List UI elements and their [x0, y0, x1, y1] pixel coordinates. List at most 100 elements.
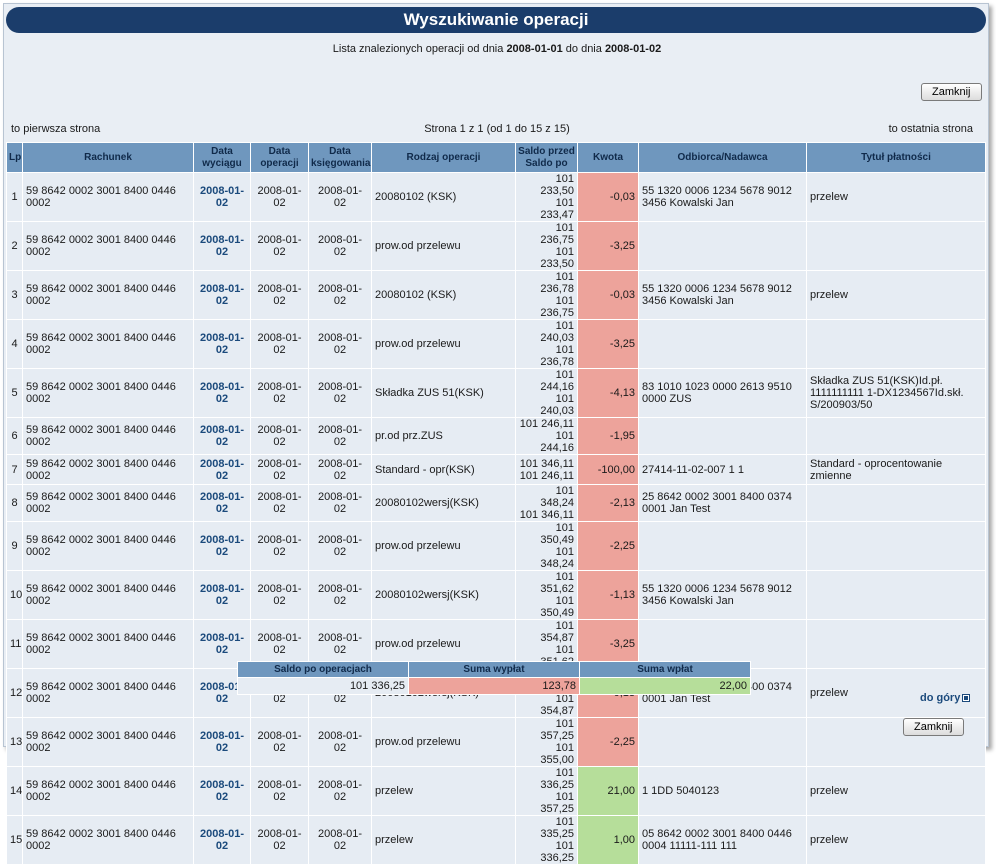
row-statement-date-link[interactable]: 2008-01-02	[193, 417, 251, 455]
table-row: 2 59 8642 0002 3001 8400 0446 0002 2008-01…	[6, 221, 986, 271]
close-button-top[interactable]: Zamknij	[921, 83, 982, 101]
row-statement-date-link[interactable]: 2008-01-02	[193, 521, 251, 571]
saldo-after: 101 354,87	[540, 693, 574, 717]
row-statement-date-link[interactable]: 2008-01-02	[193, 815, 251, 865]
table-row: 11 59 8642 0002 3001 8400 0446 0002 2008-0…	[6, 619, 986, 669]
saldo-after: 101 244,16	[540, 430, 574, 454]
row-statement-date-link[interactable]: 2008-01-02	[193, 172, 251, 222]
row-lp: 7	[6, 454, 23, 485]
row-lp: 6	[6, 417, 23, 455]
page-title: Wyszukiwanie operacji	[6, 7, 986, 33]
saldo-after: 101 236,75	[540, 295, 574, 319]
date-to: 2008-01-02	[604, 43, 662, 55]
row-saldo: 101 246,11 101 244,16	[515, 417, 578, 455]
row-type: przelew	[371, 815, 516, 865]
col-op-date: Data operacji	[250, 142, 309, 173]
row-booking-date: 2008-01-02	[308, 454, 372, 485]
row-lp: 9	[6, 521, 23, 571]
table-row: 3 59 8642 0002 3001 8400 0446 0002 2008-01…	[6, 270, 986, 320]
row-account: 59 8642 0002 3001 8400 0446 0002	[22, 668, 194, 718]
row-amount: -3,25	[577, 319, 639, 369]
table-row: 8 59 8642 0002 3001 8400 0446 0002 2008-01…	[6, 484, 986, 522]
row-statement-date-link[interactable]: 2008-01-02	[193, 766, 251, 816]
row-title	[806, 417, 986, 455]
search-range-text: Lista znalezionych operacji od dnia 2008…	[4, 43, 990, 55]
saldo-before: 101 236,78	[540, 271, 574, 295]
row-booking-date: 2008-01-02	[308, 221, 372, 271]
row-statement-date-link[interactable]: 2008-01-02	[193, 717, 251, 767]
row-op-date: 2008-01-02	[250, 270, 309, 320]
row-op-date: 2008-01-02	[250, 570, 309, 620]
row-title: Standard - oprocentowanie zmienne	[806, 454, 986, 485]
col-account: Rachunek	[22, 142, 194, 173]
row-account: 59 8642 0002 3001 8400 0446 0002	[22, 319, 194, 369]
row-statement-date-link[interactable]: 2008-01-02	[193, 270, 251, 320]
summary-withdrawals-header: Suma wypłat	[408, 661, 580, 678]
row-title: Składka ZUS 51(KSK)Id.pł. 1111111111 1-D…	[806, 368, 986, 418]
row-lp: 13	[6, 717, 23, 767]
row-amount: -1,95	[577, 417, 639, 455]
row-lp: 10	[6, 570, 23, 620]
table-row: 4 59 8642 0002 3001 8400 0446 0002 2008-01…	[6, 319, 986, 369]
row-account: 59 8642 0002 3001 8400 0446 0002	[22, 717, 194, 767]
row-amount: -4,13	[577, 368, 639, 418]
row-account: 59 8642 0002 3001 8400 0446 0002	[22, 454, 194, 485]
row-amount: -3,25	[577, 221, 639, 271]
row-op-date: 2008-01-02	[250, 717, 309, 767]
close-button-bottom[interactable]: Zamknij	[903, 718, 964, 736]
row-op-date: 2008-01-02	[250, 417, 309, 455]
row-statement-date-link[interactable]: 2008-01-02	[193, 454, 251, 485]
row-lp: 14	[6, 766, 23, 816]
table-row: 13 59 8642 0002 3001 8400 0446 0002 2008-0…	[6, 717, 986, 767]
row-booking-date: 2008-01-02	[308, 619, 372, 669]
row-account: 59 8642 0002 3001 8400 0446 0002	[22, 221, 194, 271]
row-title	[806, 619, 986, 669]
operations-table: Lp Rachunek Data wyciągu Data operacji D…	[6, 142, 986, 865]
row-statement-date-link[interactable]: 2008-01-02	[193, 570, 251, 620]
row-party	[638, 417, 807, 455]
row-type: prow.od przelewu	[371, 619, 516, 669]
table-row: 14 59 8642 0002 3001 8400 0446 0002 2008-0…	[6, 766, 986, 816]
row-saldo: 101 233,50 101 233,47	[515, 172, 578, 222]
row-booking-date: 2008-01-02	[308, 417, 372, 455]
row-type: prow.od przelewu	[371, 221, 516, 271]
col-type: Rodzaj operacji	[371, 142, 516, 173]
row-op-date: 2008-01-02	[250, 766, 309, 816]
saldo-before: 101 346,11	[519, 457, 574, 470]
row-saldo: 101 335,25 101 336,25	[515, 815, 578, 865]
table-row: 15 59 8642 0002 3001 8400 0446 0002 2008-0…	[6, 815, 986, 865]
row-saldo: 101 240,03 101 236,78	[515, 319, 578, 369]
row-op-date: 2008-01-02	[250, 454, 309, 485]
row-statement-date-link[interactable]: 2008-01-02	[193, 484, 251, 522]
row-statement-date-link[interactable]: 2008-01-02	[193, 368, 251, 418]
row-statement-date-link[interactable]: 2008-01-02	[193, 221, 251, 271]
row-account: 59 8642 0002 3001 8400 0446 0002	[22, 172, 194, 222]
row-lp: 4	[6, 319, 23, 369]
row-account: 59 8642 0002 3001 8400 0446 0002	[22, 766, 194, 816]
saldo-before: 101 350,49	[540, 522, 574, 546]
row-type: prow.od przelewu	[371, 319, 516, 369]
summary-deposits-value: 22,00	[579, 677, 751, 695]
row-lp: 8	[6, 484, 23, 522]
row-statement-date-link[interactable]: 2008-01-02	[193, 619, 251, 669]
row-amount: -100,00	[577, 454, 639, 485]
row-statement-date-link[interactable]: 2008-01-02	[193, 319, 251, 369]
row-saldo: 101 350,49 101 348,24	[515, 521, 578, 571]
table-row: 5 59 8642 0002 3001 8400 0446 0002 2008-01…	[6, 368, 986, 418]
row-lp: 12	[6, 668, 23, 718]
row-party: 55 1320 0006 1234 5678 9012 3456 Kowalsk…	[638, 172, 807, 222]
last-page-text: to ostatnia strona	[888, 123, 973, 135]
row-op-date: 2008-01-02	[250, 521, 309, 571]
page-frame: Wyszukiwanie operacji Lista znalezionych…	[3, 3, 990, 865]
saldo-after: 101 240,03	[540, 393, 574, 417]
row-saldo: 101 348,24 101 346,11	[515, 484, 578, 522]
col-amount: Kwota	[577, 142, 639, 173]
row-booking-date: 2008-01-02	[308, 717, 372, 767]
saldo-before: 101 348,24	[540, 485, 574, 509]
row-title: przelew	[806, 766, 986, 816]
date-from: 2008-01-01	[506, 43, 563, 55]
arrow-up-icon	[962, 694, 971, 703]
row-title	[806, 570, 986, 620]
back-to-top-link[interactable]: do góry	[920, 692, 971, 704]
row-party	[638, 521, 807, 571]
